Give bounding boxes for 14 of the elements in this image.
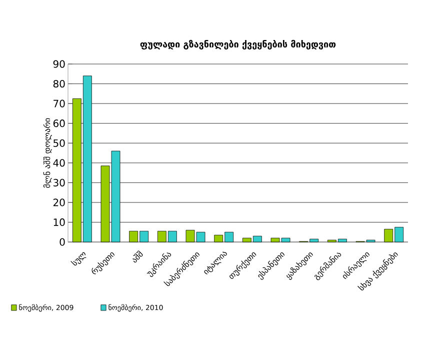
y-tick-label: 60 bbox=[53, 120, 65, 128]
y-tick-label: 70 bbox=[54, 100, 65, 108]
y-tick-label: 0 bbox=[60, 238, 65, 246]
y-tick-label: 90 bbox=[53, 60, 65, 68]
y-axis-title: მლნ აშშ დოლარი bbox=[43, 118, 52, 188]
y-tick-label: 20 bbox=[53, 198, 65, 206]
y-tick-label: 30 bbox=[54, 178, 65, 186]
x-tick-label: აშშ bbox=[132, 250, 143, 263]
y-tick-label: 50 bbox=[54, 139, 65, 147]
y-tick-label: 10 bbox=[54, 218, 65, 226]
y-tick-label: 80 bbox=[53, 80, 65, 88]
x-tick-label: სულ bbox=[70, 252, 86, 266]
y-tick-label: 40 bbox=[53, 159, 65, 167]
chart-title: ფულადი გზავნილები ქვეყნების მიხედვით bbox=[140, 40, 336, 50]
